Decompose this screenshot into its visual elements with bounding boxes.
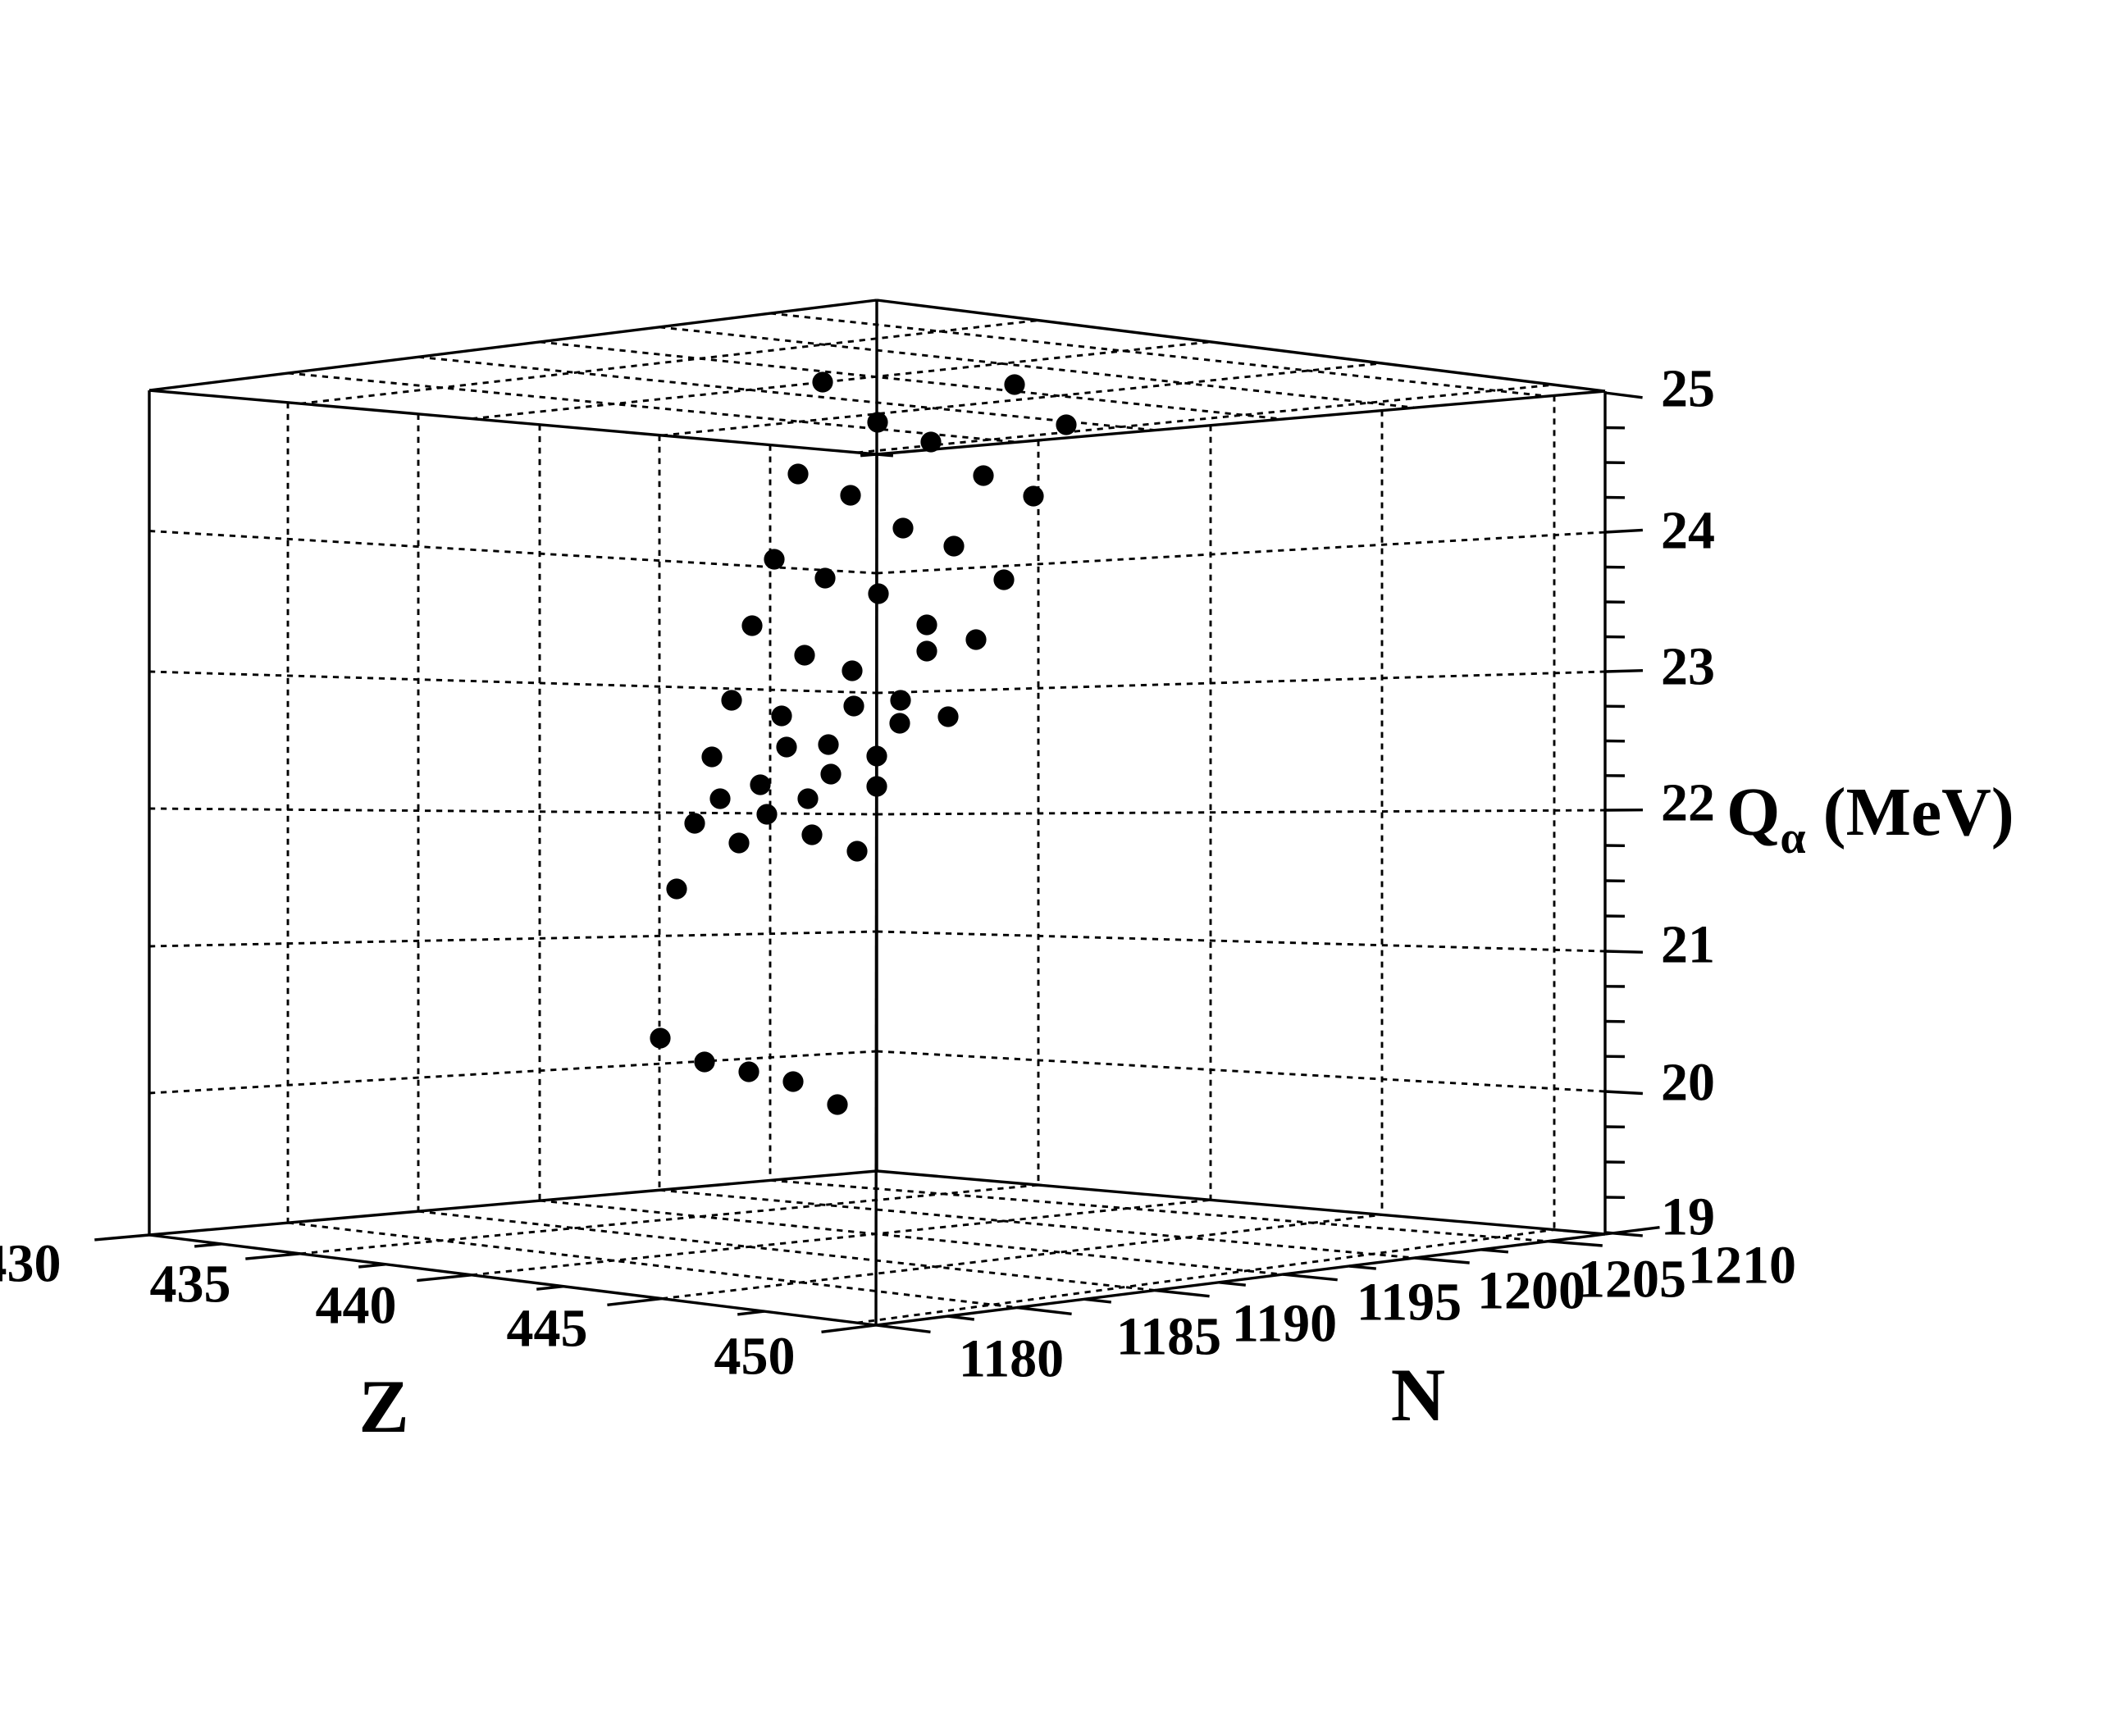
- svg-text:Z: Z: [358, 1365, 408, 1448]
- svg-text:445: 445: [507, 1299, 588, 1359]
- svg-text:440: 440: [316, 1276, 397, 1336]
- svg-text:25: 25: [1661, 359, 1715, 419]
- svg-text:19: 19: [1661, 1187, 1715, 1247]
- svg-text:1210: 1210: [1688, 1236, 1796, 1296]
- svg-text:1185: 1185: [1116, 1307, 1221, 1367]
- svg-text:1190: 1190: [1232, 1294, 1337, 1354]
- svg-text:450: 450: [714, 1327, 796, 1387]
- svg-text:1205: 1205: [1578, 1250, 1686, 1310]
- svg-text:Qα (MeV): Qα (MeV): [1726, 774, 2014, 863]
- svg-text:23: 23: [1661, 637, 1715, 697]
- svg-text:435: 435: [150, 1255, 231, 1315]
- svg-text:1195: 1195: [1357, 1273, 1462, 1333]
- svg-text:20: 20: [1661, 1053, 1715, 1113]
- svg-text:1180: 1180: [959, 1329, 1064, 1389]
- svg-text:22: 22: [1661, 773, 1715, 833]
- svg-text:N: N: [1391, 1353, 1445, 1437]
- svg-text:1200: 1200: [1477, 1261, 1585, 1321]
- svg-text:430: 430: [0, 1234, 62, 1294]
- svg-text:24: 24: [1661, 501, 1715, 561]
- svg-text:21: 21: [1661, 915, 1715, 975]
